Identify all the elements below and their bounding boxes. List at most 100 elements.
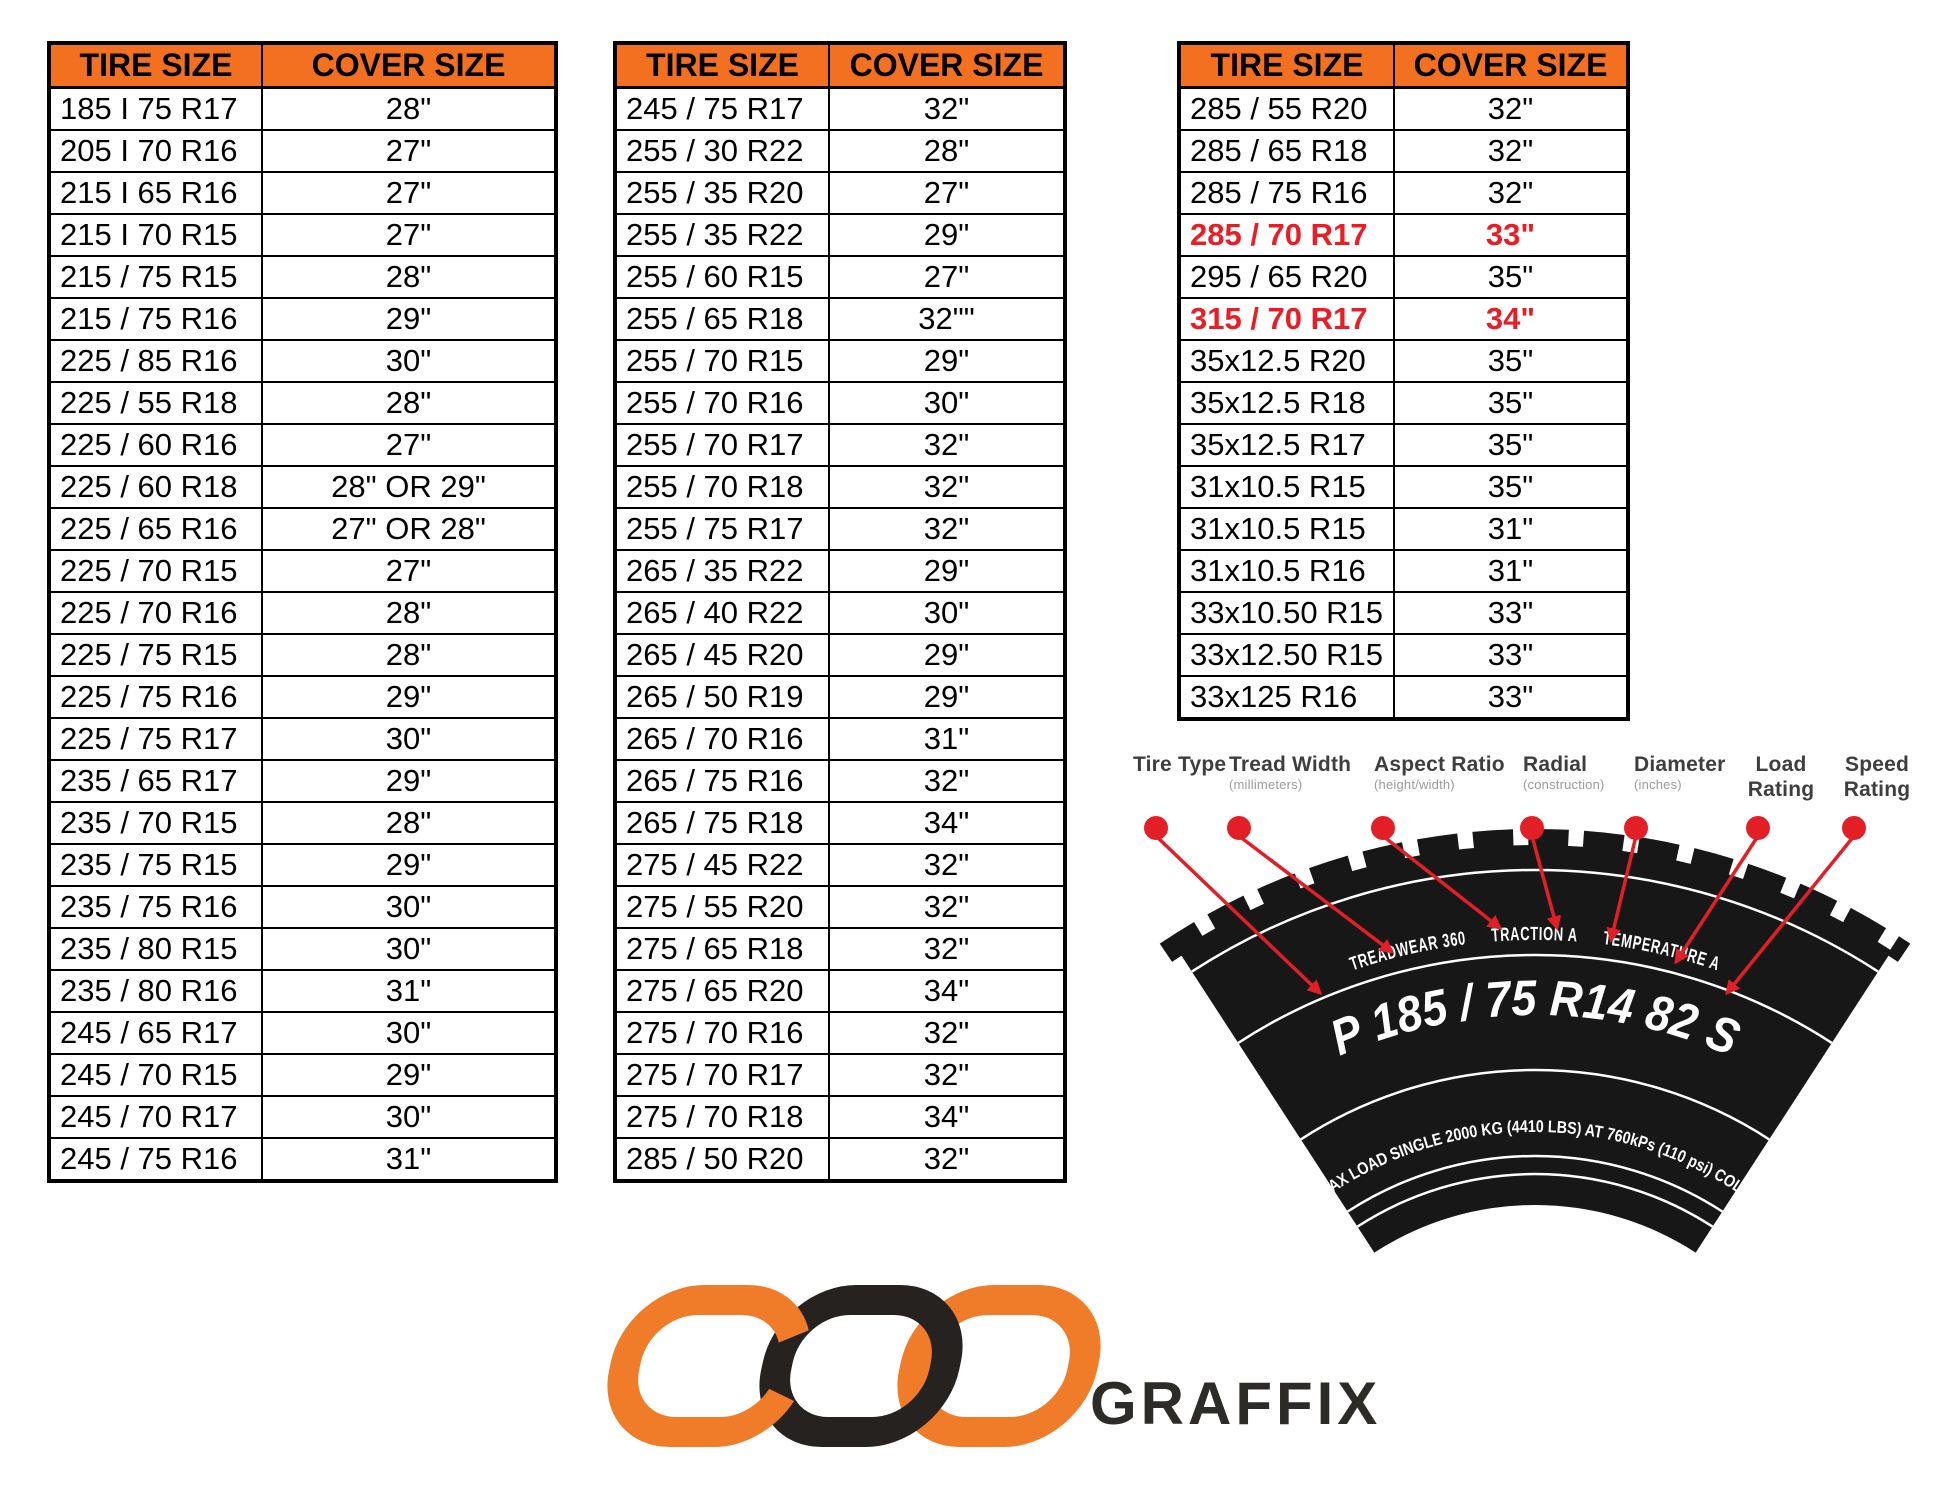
table-row: 255 / 30 R22 28" — [614, 129, 1066, 173]
cover-size-cell: 27" — [261, 423, 557, 467]
tire-size-cell: 205 I 70 R16 — [48, 129, 263, 173]
table-row: 225 / 75 R17 30" — [48, 717, 557, 761]
table-row: 235 / 75 R15 29" — [48, 843, 557, 887]
tire-size-cell: 285 / 70 R17 — [1178, 213, 1395, 257]
table-row: 31x10.5 R16 31" — [1178, 549, 1629, 593]
table-row: 235 / 70 R15 28" — [48, 801, 557, 845]
pointer-dot — [1746, 816, 1770, 840]
cover-size-cell: 28" — [261, 381, 557, 425]
table-row: 33x125 R16 33" — [1178, 675, 1629, 720]
cover-size-cell: 28" — [828, 129, 1066, 173]
tire-size-cell: 265 / 40 R22 — [614, 591, 830, 635]
cover-size-cell: 30" — [261, 1095, 557, 1139]
tire-size-cell: 265 / 50 R19 — [614, 675, 830, 719]
tire-size-cell: 255 / 35 R22 — [614, 213, 830, 257]
cover-size-cell: 30" — [261, 339, 557, 383]
tire-size-cell: 245 / 65 R17 — [48, 1011, 263, 1055]
cover-size-cell: 28" — [261, 801, 557, 845]
tire-size-cell: 225 / 75 R17 — [48, 717, 263, 761]
table-row: 275 / 65 R20 34" — [614, 969, 1066, 1013]
pointer-arrows — [1154, 834, 1856, 996]
tire-size-cell: 265 / 70 R16 — [614, 717, 830, 761]
tire-body — [1178, 845, 1892, 1253]
cover-size-cell: 32" — [828, 423, 1066, 467]
table-row: 265 / 70 R16 31" — [614, 717, 1066, 761]
cover-size-cell: 32" — [1393, 129, 1629, 173]
table-row: 35x12.5 R18 35" — [1178, 381, 1629, 425]
tire-size-cell: 265 / 75 R18 — [614, 801, 830, 845]
table-header-row: TIRE SIZE COVER SIZE — [1178, 42, 1629, 89]
tire-size-cell: 255 / 70 R17 — [614, 423, 830, 467]
pointer-arrow — [1606, 835, 1638, 943]
table-row: 265 / 35 R22 29" — [614, 549, 1066, 593]
tire-size-cell: 315 / 70 R17 — [1178, 297, 1395, 341]
tire-size-cell: 235 / 70 R15 — [48, 801, 263, 845]
cover-size-cell: 29" — [261, 1053, 557, 1097]
tire-size-cell: 235 / 65 R17 — [48, 759, 263, 803]
pointer-dot — [1624, 816, 1648, 840]
tire-size-cell: 225 / 65 R16 — [48, 507, 263, 551]
table-row: 285 / 65 R18 32" — [1178, 129, 1629, 173]
cover-size-cell: 27" — [261, 171, 557, 215]
tire-size-cell: 225 / 75 R15 — [48, 633, 263, 677]
cover-size-cell: 33" — [1393, 633, 1629, 677]
table-row: 235 / 75 R16 30" — [48, 885, 557, 929]
cover-size-cell: 30" — [828, 591, 1066, 635]
tire-size-cell: 225 / 60 R16 — [48, 423, 263, 467]
pointer-arrow — [1725, 834, 1856, 996]
tire-size-cell: 225 / 60 R18 — [48, 465, 263, 509]
cover-size-cell: 32" — [828, 86, 1066, 131]
cover-size-cell: 28" — [261, 633, 557, 677]
table-row: 295 / 65 R20 35" — [1178, 255, 1629, 299]
cover-size-cell: 35" — [1393, 339, 1629, 383]
tire-size-cell: 255 / 70 R15 — [614, 339, 830, 383]
table-row: 265 / 75 R16 32" — [614, 759, 1066, 803]
label-aspect-ratio: Aspect Ratio (height/width) — [1374, 753, 1505, 792]
label-tread-width: Tread Width (millimeters) — [1229, 753, 1352, 792]
tire-size-header: TIRE SIZE — [1178, 42, 1395, 89]
table-row: 235 / 80 R16 31" — [48, 969, 557, 1013]
label-speed-rating: Speed Rating — [1843, 753, 1911, 801]
table-header-row: TIRE SIZE COVER SIZE — [614, 42, 1066, 89]
label-tire-type: Tire Type — [1133, 753, 1227, 776]
tire-size-cell: 33x10.50 R15 — [1178, 591, 1395, 635]
cover-size-header: COVER SIZE — [828, 42, 1066, 89]
table-row: 215 / 75 R15 28" — [48, 255, 557, 299]
table-row: 275 / 55 R20 32" — [614, 885, 1066, 929]
tire-size-cell: 225 / 55 R18 — [48, 381, 263, 425]
table-row: 185 I 75 R17 28" — [48, 86, 557, 131]
tire-size-cell: 255 / 70 R16 — [614, 381, 830, 425]
cover-size-cell: 32" — [828, 927, 1066, 971]
tire-tread-blocks — [1159, 829, 1911, 962]
cover-size-cell: 29" — [261, 297, 557, 341]
cover-size-cell: 32" — [1393, 171, 1629, 215]
cover-size-header: COVER SIZE — [1393, 42, 1629, 89]
tire-cover-table-2: TIRE SIZE COVER SIZE 245 / 75 R17 32" 25… — [613, 41, 1067, 1183]
label-load-rating: Load Rating — [1747, 753, 1815, 801]
cover-size-cell: 30" — [261, 1011, 557, 1055]
cover-size-cell: 34" — [1393, 297, 1629, 341]
pointer-arrow — [1674, 835, 1760, 965]
tire-size-cell: 275 / 70 R18 — [614, 1095, 830, 1139]
table-row: 255 / 35 R20 27" — [614, 171, 1066, 215]
table-row: 225 / 55 R18 28" — [48, 381, 557, 425]
table-row: 285 / 75 R16 32" — [1178, 171, 1629, 215]
tire-size-cell: 265 / 45 R20 — [614, 633, 830, 677]
tire-size-cell: 31x10.5 R15 — [1178, 507, 1395, 551]
label-diameter: Diameter (inches) — [1634, 753, 1726, 792]
tire-size-cell: 265 / 75 R16 — [614, 759, 830, 803]
tire-size-cell: 255 / 30 R22 — [614, 129, 830, 173]
cover-size-cell: 28" — [261, 255, 557, 299]
table-row: 35x12.5 R20 35" — [1178, 339, 1629, 383]
cover-size-cell: 29" — [261, 759, 557, 803]
cover-size-cell: 32" — [828, 1137, 1066, 1182]
table-row: 255 / 60 R15 27" — [614, 255, 1066, 299]
table-row: 225 / 65 R16 27" OR 28" — [48, 507, 557, 551]
tire-size-cell: 255 / 70 R18 — [614, 465, 830, 509]
table-row: 315 / 70 R17 34" — [1178, 297, 1629, 341]
tire-size-cell: 185 I 75 R17 — [48, 86, 263, 131]
table-row: 275 / 70 R17 32" — [614, 1053, 1066, 1097]
cover-size-cell: 33" — [1393, 213, 1629, 257]
graffix-logo: GRAFFIX — [607, 1285, 1377, 1447]
cover-size-cell: 27" — [828, 255, 1066, 299]
